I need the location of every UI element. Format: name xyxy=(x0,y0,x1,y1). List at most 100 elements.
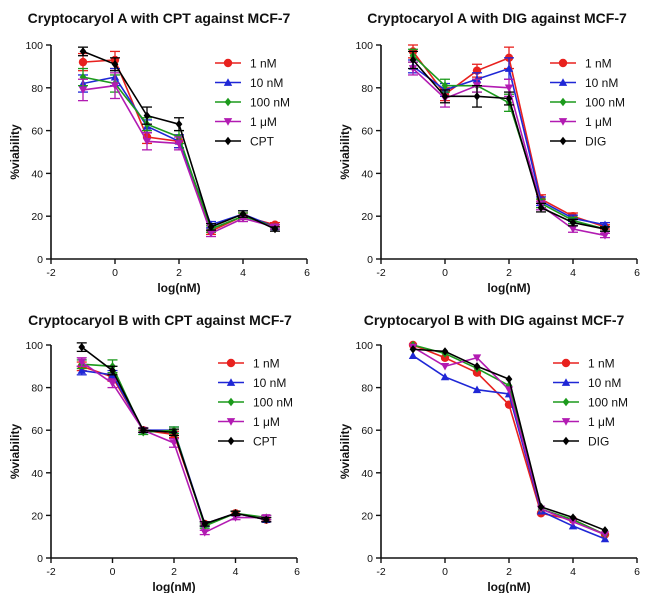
data-point xyxy=(601,526,609,535)
y-tick-label: 40 xyxy=(361,468,373,480)
data-point xyxy=(78,57,88,67)
legend-item: CPT xyxy=(218,435,278,449)
data-point xyxy=(239,209,247,219)
chart-title: Cryptocaryol B with DIG against MCF-7 xyxy=(364,312,625,328)
data-point xyxy=(441,347,449,356)
legend-item: DIG xyxy=(550,135,606,149)
series-DIG xyxy=(409,345,609,535)
series-line xyxy=(82,76,276,231)
legend-label: 1 μM xyxy=(250,115,277,129)
legend-marker xyxy=(227,397,235,407)
data-point xyxy=(440,372,450,381)
data-point xyxy=(440,362,450,371)
y-tick-label: 0 xyxy=(37,254,43,266)
legend-item: 10 nM xyxy=(215,76,283,90)
data-point xyxy=(440,353,450,362)
y-axis-label: %viability xyxy=(338,124,352,180)
x-tick-label: -2 xyxy=(46,267,55,279)
legend-marker xyxy=(561,358,571,368)
x-axis-label: log(nM) xyxy=(487,580,530,593)
y-tick-label: 0 xyxy=(367,553,373,565)
legend-label: 10 nM xyxy=(585,76,618,90)
data-point xyxy=(600,232,610,240)
data-point xyxy=(170,428,178,437)
x-tick-label: 4 xyxy=(233,566,239,578)
data-point xyxy=(174,140,184,148)
data-point xyxy=(139,426,147,435)
legend-item: 1 nM xyxy=(550,57,612,71)
legend-marker xyxy=(558,118,568,126)
data-point xyxy=(206,229,216,238)
data-point xyxy=(142,137,152,146)
legend-label: CPT xyxy=(253,435,278,449)
y-tick-label: 60 xyxy=(31,425,43,437)
legend-item: 10 nM xyxy=(553,376,621,390)
legend: 1 nM 10 nM 100 nM 1 μM CPT xyxy=(215,57,290,149)
chart-title: Cryptocaryol A with CPT against MCF-7 xyxy=(28,10,291,26)
data-point xyxy=(568,518,578,526)
legend-label: 100 nM xyxy=(588,396,628,410)
data-point xyxy=(537,203,545,212)
x-tick-label: 2 xyxy=(506,566,512,578)
y-tick-label: 80 xyxy=(31,383,43,395)
legend-item: 10 nM xyxy=(218,376,286,390)
x-tick-label: 2 xyxy=(171,566,177,578)
legend-item: 100 nM xyxy=(215,96,290,110)
legend-item: 1 nM xyxy=(218,357,280,371)
data-point xyxy=(600,220,610,229)
x-tick-label: 0 xyxy=(112,267,118,279)
data-point xyxy=(409,345,417,354)
legend-label: 1 nM xyxy=(253,357,280,371)
y-tick-label: 20 xyxy=(361,510,373,522)
data-point xyxy=(262,515,270,524)
y-axis-label: %viability xyxy=(8,124,22,180)
x-axis-label: log(nM) xyxy=(157,281,200,295)
legend-label: 10 nM xyxy=(250,76,283,90)
data-point xyxy=(601,224,609,234)
y-tick-label: 60 xyxy=(31,126,43,138)
x-tick-label: 2 xyxy=(176,267,182,279)
y-tick-label: 20 xyxy=(31,510,43,522)
y-tick-label: 60 xyxy=(361,425,373,437)
data-point xyxy=(143,111,151,120)
y-tick-label: 80 xyxy=(361,83,373,95)
legend-item: DIG xyxy=(553,435,609,449)
x-tick-label: 0 xyxy=(110,566,116,578)
chart-title: Cryptocaryol B with CPT against MCF-7 xyxy=(28,312,292,328)
legend-item: CPT xyxy=(215,135,275,149)
y-tick-label: 40 xyxy=(31,168,43,180)
y-axis-label: %viability xyxy=(8,424,22,480)
chart-title: Cryptocaryol A with DIG against MCF-7 xyxy=(367,10,627,26)
legend-marker xyxy=(227,436,235,446)
data-point xyxy=(408,351,418,360)
data-point xyxy=(77,358,86,367)
legend: 1 nM 10 nM 100 nM 1 μM CPT xyxy=(218,357,293,449)
x-axis-label: log(nM) xyxy=(487,281,530,295)
data-point xyxy=(108,379,117,388)
legend-marker xyxy=(558,78,568,86)
y-tick-label: 80 xyxy=(31,83,43,95)
x-tick-label: 4 xyxy=(240,267,246,279)
data-point xyxy=(175,119,183,129)
data-point xyxy=(504,84,514,92)
legend: 1 nM 10 nM 100 nM 1 μM DIG xyxy=(550,57,625,149)
x-tick-label: 6 xyxy=(294,566,300,578)
series-line xyxy=(82,76,276,228)
data-point xyxy=(201,519,209,529)
x-tick-label: 0 xyxy=(442,267,448,279)
legend-marker xyxy=(226,378,236,386)
chart-panel-4: Cryptocaryol B with DIG against MCF-7 0 20… xyxy=(338,312,640,594)
legend-label: 1 μM xyxy=(585,115,612,129)
data-point xyxy=(472,354,482,362)
x-tick-label: 2 xyxy=(506,267,512,279)
series-DIG xyxy=(408,50,610,234)
data-point xyxy=(473,92,481,101)
x-tick-label: 6 xyxy=(634,267,640,279)
data-point xyxy=(79,72,87,82)
legend-label: CPT xyxy=(250,135,275,149)
series-CPT xyxy=(78,46,280,234)
legend-label: 10 nM xyxy=(588,376,621,390)
legend-item: 1 μM xyxy=(550,115,612,129)
